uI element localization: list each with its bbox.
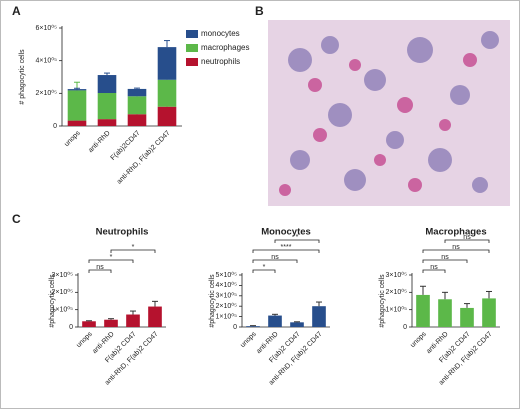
- significance-bracket: [252, 249, 320, 253]
- legend-swatch: [186, 30, 198, 38]
- significance-label: *: [132, 244, 135, 251]
- legend-swatch: [186, 44, 198, 52]
- bar: [290, 322, 304, 327]
- panel-label: B: [255, 4, 264, 18]
- significance-bracket: [422, 249, 490, 253]
- bar-segment: [97, 119, 117, 126]
- y-tick-label: 2×10⁰⁵: [216, 302, 238, 310]
- significance-bracket: [274, 239, 320, 243]
- significance-label: *: [296, 234, 299, 241]
- bar-segment: [157, 106, 177, 126]
- bar: [126, 314, 140, 327]
- micrograph-bg: [268, 20, 510, 206]
- y-tick-label: 0: [69, 324, 73, 331]
- bar-segment: [127, 96, 147, 115]
- nuclei: [279, 53, 477, 196]
- chart-title: Monocytes: [261, 227, 311, 238]
- significance-bracket: [252, 269, 276, 273]
- y-axis-title: #phagocytic cells: [49, 274, 56, 328]
- bar: [460, 307, 474, 327]
- legend-label: monocytes: [201, 29, 240, 38]
- bar-segment: [67, 120, 87, 126]
- panel-label: C: [12, 212, 21, 226]
- y-tick-label: 0: [403, 324, 407, 331]
- bar-segment: [97, 75, 117, 94]
- bar: [148, 306, 162, 327]
- y-tick-label: 1×10⁰⁵: [216, 312, 238, 320]
- significance-label: ns: [463, 234, 471, 241]
- bar-segment: [67, 89, 87, 91]
- y-tick-label: 6×10⁰⁵: [36, 24, 58, 32]
- significance-bracket: [88, 259, 134, 263]
- y-tick-label: 4×10⁰⁵: [36, 57, 58, 65]
- significance-label: ns: [452, 244, 460, 251]
- significance-label: *: [263, 264, 266, 271]
- y-tick-label: 1×10⁰⁵: [52, 306, 74, 314]
- legend-swatch: [186, 58, 198, 66]
- y-tick-label: 0: [53, 123, 57, 130]
- panel-label: A: [12, 4, 21, 18]
- bar: [268, 315, 282, 327]
- bar-segment: [127, 114, 147, 126]
- y-tick-label: 3×10⁰⁵: [216, 292, 238, 300]
- significance-bracket: [252, 259, 298, 263]
- y-tick-label: 4×10⁰⁵: [216, 281, 238, 289]
- legend-label: neutrophils: [201, 57, 240, 66]
- y-axis-title: # phagocytic cells: [19, 49, 26, 105]
- bar: [246, 326, 260, 327]
- y-tick-label: 2×10⁰⁵: [36, 89, 58, 97]
- bar-segment: [97, 93, 117, 120]
- bar: [82, 321, 96, 327]
- y-tick-label: 3×10⁰⁵: [386, 271, 408, 279]
- significance-bracket: [110, 249, 156, 253]
- y-tick-label: 3×10⁰⁵: [52, 271, 74, 279]
- bar-segment: [127, 88, 147, 97]
- bar: [416, 294, 430, 327]
- legend-label: macrophages: [201, 43, 249, 52]
- y-tick-label: 2×10⁰⁵: [386, 288, 408, 296]
- significance-label: ns: [441, 254, 449, 261]
- significance-label: ns: [271, 254, 279, 261]
- significance-label: ns: [430, 264, 438, 271]
- chart-title: Macrophages: [425, 227, 486, 238]
- y-tick-label: 1×10⁰⁵: [386, 306, 408, 314]
- significance-label: *: [110, 254, 113, 261]
- y-axis-title: #phagocytic cells: [379, 274, 386, 328]
- y-tick-label: 5×10⁰⁵: [216, 271, 238, 279]
- significance-bracket: [422, 269, 446, 273]
- significance-label: ns: [96, 264, 104, 271]
- significance-bracket: [88, 269, 112, 273]
- significance-label: ****: [281, 244, 292, 251]
- bar-segment: [67, 90, 87, 121]
- bar: [482, 298, 496, 327]
- y-tick-label: 0: [233, 324, 237, 331]
- bar: [104, 319, 118, 327]
- micrograph: [268, 20, 510, 206]
- chart-title: Neutrophils: [96, 227, 149, 238]
- significance-bracket: [444, 239, 490, 243]
- cells: [288, 31, 499, 193]
- bar: [438, 299, 452, 327]
- bar: [312, 306, 326, 327]
- bar-segment: [157, 47, 177, 80]
- bar-segment: [157, 79, 177, 107]
- y-axis-title: #phagocytic cells: [209, 274, 216, 328]
- significance-bracket: [422, 259, 468, 263]
- y-tick-label: 2×10⁰⁵: [52, 288, 74, 296]
